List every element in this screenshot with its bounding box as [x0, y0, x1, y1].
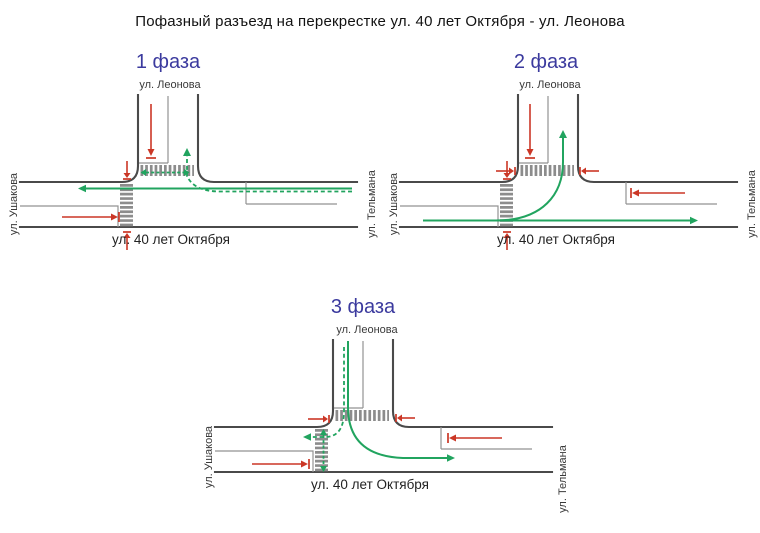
p1-red-southbound-leonova-stopped-arrow: [146, 104, 156, 159]
p3-green-pedestrian-main-two-way-arrow: [320, 429, 327, 472]
p3-street-left-label: ул. Ушакова: [203, 425, 215, 488]
p1-green-pedestrian-leonova-two-way-arrow: [140, 169, 190, 176]
p2-green-eastbound-through-arrow: [423, 216, 698, 225]
p2-red-westbound-stopped-arrow: [630, 188, 685, 198]
p2-red-pedestrian-main-south-stopped-arrow: [503, 231, 511, 250]
p1-red-pedestrian-main-south-stopped-arrow: [123, 231, 131, 250]
p3-street-layout: [215, 340, 552, 472]
p2-street-left-label: ул. Ушакова: [388, 172, 400, 235]
p3-green-southbound-right-turn-dashed-arrow: [303, 347, 345, 441]
p1-green-westbound-right-turn-dashed-arrow: [183, 148, 352, 193]
p3-street-right-label: ул. Тельмана: [557, 444, 569, 513]
p3-red-eastbound-stopped-arrow: [252, 459, 310, 469]
p3-green-southbound-left-turn-arrow: [347, 341, 455, 462]
p3-phase-title: 3 фаза: [331, 296, 396, 318]
page-title: Пофазный разъезд на перекрестке ул. 40 л…: [135, 13, 625, 30]
phase-3-diagram: 3 фаза ул. Леонова ул. Ушакова ул. Тельм…: [203, 296, 569, 513]
p1-street-right-label: ул. Тельмана: [366, 169, 378, 238]
p1-street-layout: [20, 95, 357, 227]
phase-2-diagram: 2 фаза ул. Леонова ул. Ушакова ул. Тельм…: [388, 51, 758, 250]
p3-red-pedestrian-leonova-east-stopped-arrow: [395, 414, 415, 422]
p2-red-pedestrian-leonova-west-stopped-arrow: [496, 167, 516, 175]
p3-street-bottom-label: ул. 40 лет Октября: [311, 477, 429, 492]
p1-phase-title: 1 фаза: [136, 51, 201, 73]
p1-street-top-label: ул. Леонова: [139, 79, 201, 91]
p1-green-westbound-through-arrow: [78, 184, 352, 193]
p2-street-bottom-label: ул. 40 лет Октября: [497, 232, 615, 247]
p2-green-eastbound-left-turn-arrow: [495, 130, 567, 222]
p3-red-westbound-stopped-arrow: [447, 433, 502, 443]
p2-street-layout: [400, 95, 737, 227]
p3-street-top-label: ул. Леонова: [336, 324, 398, 336]
p2-street-right-label: ул. Тельмана: [746, 169, 758, 238]
p1-street-left-label: ул. Ушакова: [8, 172, 20, 235]
p1-red-pedestrian-main-north-stopped-arrow: [123, 161, 131, 180]
p2-phase-title: 2 фаза: [514, 51, 579, 73]
phase-1-diagram: 1 фаза ул. Леонова ул. Ушакова ул. Тельм…: [8, 51, 378, 250]
p2-red-southbound-leonova-stopped-arrow: [525, 104, 535, 159]
p1-street-bottom-label: ул. 40 лет Октября: [112, 232, 230, 247]
p1-red-eastbound-stopped-arrow: [62, 212, 120, 222]
p2-street-top-label: ул. Леонова: [519, 79, 581, 91]
p2-red-pedestrian-leonova-east-stopped-arrow: [579, 167, 599, 175]
p3-red-pedestrian-leonova-west-stopped-arrow: [308, 415, 330, 423]
